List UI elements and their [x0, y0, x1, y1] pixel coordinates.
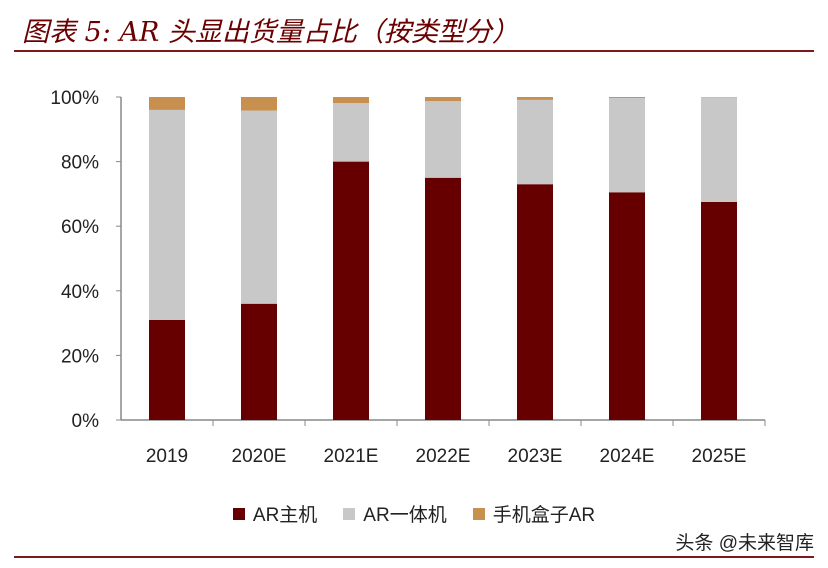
x-tick-label: 2025E	[692, 446, 747, 467]
bar-segment	[701, 201, 737, 420]
watermark: 头条 @未来智库	[675, 533, 814, 554]
x-tick-label: 2020E	[232, 446, 287, 467]
y-tick-label: 40%	[61, 282, 99, 303]
title-divider	[14, 50, 814, 52]
legend-item: AR一体机	[343, 500, 447, 527]
legend-label: AR主机	[252, 505, 318, 526]
bar-segment	[333, 103, 369, 162]
legend-item: AR主机	[232, 500, 318, 527]
bar-segment	[425, 101, 461, 178]
bar-segment	[241, 97, 277, 111]
bar-segment	[149, 97, 185, 110]
bar-segment	[517, 99, 553, 185]
legend-swatch	[472, 507, 485, 520]
stacked-bar-chart: 0% 20% 40% 60% 80% 100% 2019 2020E 2021E 2022E 202…	[50, 88, 766, 467]
bar-segment	[609, 97, 645, 193]
legend-item: 手机盒子AR	[472, 500, 596, 527]
bar-segment	[517, 184, 553, 420]
bottom-divider	[14, 556, 814, 558]
x-tick-label: 2024E	[600, 446, 655, 467]
y-tick-label: 60%	[61, 217, 99, 238]
x-tick-label: 2021E	[324, 446, 379, 467]
bar-segment	[425, 177, 461, 420]
legend-label: AR一体机	[363, 505, 447, 526]
y-tick-label: 0%	[72, 411, 100, 432]
legend-label: 手机盒子AR	[492, 505, 596, 526]
bar-segment	[609, 97, 645, 98]
legend-swatch	[343, 507, 356, 520]
y-tick-label: 20%	[61, 346, 99, 367]
legend: AR主机 AR一体机 手机盒子AR	[0, 500, 828, 527]
bar-segment	[333, 97, 369, 104]
bar-segment	[609, 192, 645, 420]
bar-segment	[517, 97, 553, 100]
bar-segment	[149, 109, 185, 320]
x-tick-label: 2022E	[416, 446, 471, 467]
bar-segment	[333, 161, 369, 420]
bar-segment	[149, 319, 185, 420]
bar-segment	[241, 303, 277, 420]
y-tick-label: 80%	[61, 153, 99, 174]
legend-swatch	[232, 507, 245, 520]
y-tick-label: 100%	[50, 88, 99, 109]
bar-segment	[241, 110, 277, 304]
x-tick-label: 2023E	[508, 446, 563, 467]
figure-title: 图表 5: AR 头显出货量占比（按类型分）	[22, 17, 519, 48]
x-tick-label: 2019	[146, 446, 188, 467]
bar-segment	[701, 97, 737, 202]
bar-segment	[425, 97, 461, 102]
